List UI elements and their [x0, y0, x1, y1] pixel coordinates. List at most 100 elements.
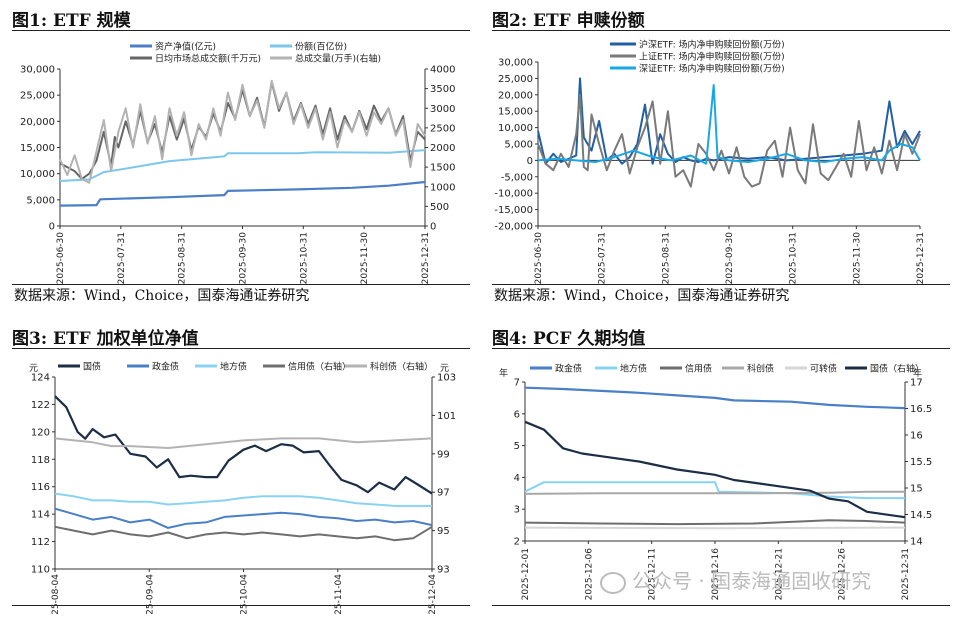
- chart-panel-4: 图4: PCF 久期均值 2 3 4 5 6 7 14 14.5 15 15.5 16 16.5 17 年…: [480, 318, 960, 618]
- y-tick-label: 25,000: [498, 74, 533, 85]
- y2-axis-unit: 元: [440, 364, 449, 374]
- series-line: [54, 437, 433, 449]
- legend-label: 国债（右轴）: [870, 363, 924, 375]
- etf-scale-chart: 0 5,000 10,000 15,000 20,000 25,000 30,000 0 500…: [20, 41, 455, 285]
- legend-label: 地方债: [620, 363, 647, 375]
- y-tick-label: 122: [31, 400, 50, 411]
- series-line: [59, 81, 426, 180]
- y2-tick-label: 2500: [430, 123, 455, 134]
- legend-label: 深证ETF: 场内净申购赎回份额(万份): [639, 63, 785, 75]
- y-tick-label: 10,000: [20, 169, 55, 180]
- y-tick-label: 15,000: [498, 107, 533, 118]
- y2-tick-label: 93: [437, 565, 450, 576]
- y2-tick-label: 1500: [430, 163, 455, 174]
- x-tick-label: 2025-11-30: [852, 232, 862, 285]
- x-tick-label: 2025-09-30: [725, 232, 735, 285]
- y2-tick-label: 16.5: [910, 404, 932, 415]
- legend-label: 可转债: [810, 363, 837, 375]
- x-tick-label: 2025-10-31: [789, 232, 799, 284]
- legend-label: 日均市场总成交额(千万元): [155, 53, 261, 65]
- y2-tick-label: 15: [910, 484, 923, 495]
- chart-panel-3: 图3: ETF 加权单位净值 110 112 114 116 118 120 122 124 9…: [0, 318, 480, 618]
- y2-tick-label: 97: [437, 488, 450, 499]
- bottom-rule: [12, 605, 470, 606]
- source-rule: [12, 284, 470, 285]
- y-tick-label: -5,000: [501, 172, 533, 183]
- y2-tick-label: 0: [430, 222, 436, 233]
- y-tick-label: 0: [49, 222, 55, 233]
- y-tick-label: 2: [514, 537, 520, 548]
- x-tick-label: 2025-12-06: [584, 548, 594, 601]
- title-rule: [12, 348, 470, 349]
- chart-title: 图3: ETF 加权单位净值: [12, 329, 199, 349]
- x-tick-label: 2025-09-30: [239, 232, 249, 285]
- title-rule: [492, 348, 950, 349]
- y2-tick-label: 14: [910, 537, 923, 548]
- series-line: [524, 519, 906, 526]
- series-line: [524, 420, 906, 519]
- x-tick-label: 2025-12-16: [711, 548, 721, 601]
- y-tick-label: 124: [31, 373, 50, 384]
- x-tick-label: 2025-12-26: [838, 548, 848, 601]
- y2-axis-unit: 年: [913, 367, 922, 379]
- y-tick-label: 112: [31, 537, 50, 548]
- y-tick-label: 0: [527, 156, 533, 167]
- series-line: [54, 492, 432, 507]
- legend-label: 科创债（右轴）: [370, 361, 433, 373]
- series-line: [537, 93, 921, 188]
- chart-panel-1: 图1: ETF 规模 0 5,000 10,000 15,000 20,000 25,00…: [0, 0, 480, 304]
- y-tick-label: 118: [31, 455, 50, 466]
- y-tick-label: 120: [31, 427, 50, 438]
- series-line: [59, 149, 426, 182]
- series-line: [59, 180, 426, 207]
- legend-label: 上证ETF: 场内净申购赎回份额(万份): [639, 51, 785, 63]
- legend-label: 信用债（右轴）: [288, 361, 351, 373]
- x-tick-label: 2025-12-31: [916, 232, 926, 284]
- series-line: [54, 507, 433, 529]
- chart-title: 图1: ETF 规模: [12, 11, 131, 31]
- x-tick-label: 2025-12-21: [774, 548, 784, 600]
- y-tick-label: 20,000: [498, 90, 533, 101]
- wechat-icon: [600, 571, 626, 594]
- y2-tick-label: 4000: [430, 65, 455, 76]
- y-tick-label: 3: [514, 505, 520, 516]
- y2-tick-label: 101: [437, 411, 456, 422]
- x-tick-label: 2025-10-31: [299, 232, 309, 284]
- legend-label: 政金债: [555, 363, 582, 375]
- series-line: [537, 77, 921, 165]
- y-tick-label: 7: [514, 378, 520, 389]
- x-tick-label: 2025-11-30: [360, 232, 370, 285]
- y-axis-unit: 元: [29, 364, 38, 374]
- etf-subscription-chart: -20,000 -15,000 -10,000 -5,000 0 5,000 10,000 1…: [494, 39, 926, 285]
- y-tick-label: -20,000: [494, 222, 533, 233]
- x-tick-label: 2025-08-04: [51, 574, 61, 614]
- chart-panel-2: 图2: ETF 申赎份额 -20,000 -15,000 -10,000 -5,000…: [480, 0, 960, 304]
- x-tick-label: 2025-06-30: [534, 232, 544, 285]
- y2-tick-label: 1000: [430, 182, 455, 193]
- x-tick-label: 2025-08-31: [178, 232, 188, 284]
- data-source: 数据来源：Wind，Choice，国泰海通证券研究: [494, 288, 790, 304]
- x-tick-label: 2025-12-04: [428, 574, 438, 614]
- y-tick-label: -15,000: [494, 205, 533, 216]
- x-tick-label: 2025-07-31: [598, 232, 608, 284]
- y2-tick-label: 99: [437, 449, 450, 460]
- x-tick-label: 2025-06-30: [56, 232, 66, 285]
- x-tick-label: 2025-12-31: [421, 232, 431, 284]
- legend-label: 地方债: [220, 361, 247, 373]
- y2-tick-label: 15.5: [910, 457, 932, 468]
- y-tick-label: 114: [31, 510, 50, 521]
- watermark-text: 公众号 · 国泰海通固收研究: [632, 569, 872, 593]
- x-tick-label: 2025-11-04: [334, 574, 344, 614]
- y-axis-unit: 年: [499, 367, 508, 379]
- x-tick-label: 2025-12-11: [648, 548, 658, 600]
- data-source: 数据来源：Wind，Choice，国泰海通证券研究: [14, 288, 310, 304]
- y-tick-label: 30,000: [498, 58, 533, 69]
- x-tick-label: 2025-09-04: [145, 574, 155, 614]
- series-line: [59, 79, 426, 184]
- x-tick-label: 2025-12-01: [521, 548, 531, 600]
- legend-label: 份额(百亿份): [295, 41, 347, 53]
- series-line: [524, 490, 905, 495]
- y-tick-label: -10,000: [494, 189, 533, 200]
- y2-tick-label: 3500: [430, 84, 455, 95]
